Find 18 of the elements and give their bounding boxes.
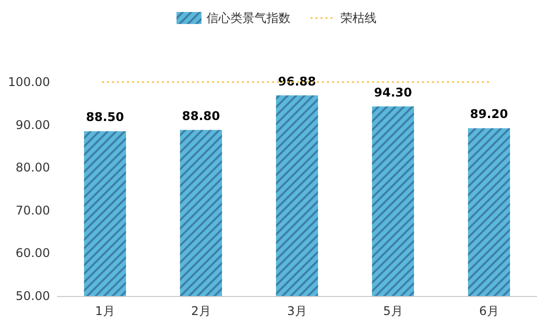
legend-label: 信心类景气指数 [206, 11, 290, 25]
x-tick-label: 3月 [287, 304, 307, 318]
y-tick-label: 60.00 [16, 246, 50, 260]
data-label: 88.50 [86, 110, 124, 124]
y-tick-label: 70.00 [16, 203, 50, 218]
data-label: 94.30 [374, 85, 412, 100]
y-tick-label: 50.00 [16, 289, 50, 303]
x-tick-label: 1月 [95, 304, 115, 318]
data-label: 96.88 [278, 74, 316, 88]
x-tick-label: 2月 [191, 304, 211, 318]
y-tick-label: 90.00 [16, 118, 50, 132]
y-tick-label: 100.00 [8, 75, 50, 89]
y-tick-label: 80.00 [16, 160, 50, 175]
x-tick-label: 5月 [383, 304, 403, 318]
data-label: 89.20 [470, 107, 508, 122]
x-tick-label: 6月 [479, 304, 499, 318]
legend-label: 荣枯线 [340, 11, 376, 25]
data-label: 88.80 [182, 108, 220, 123]
